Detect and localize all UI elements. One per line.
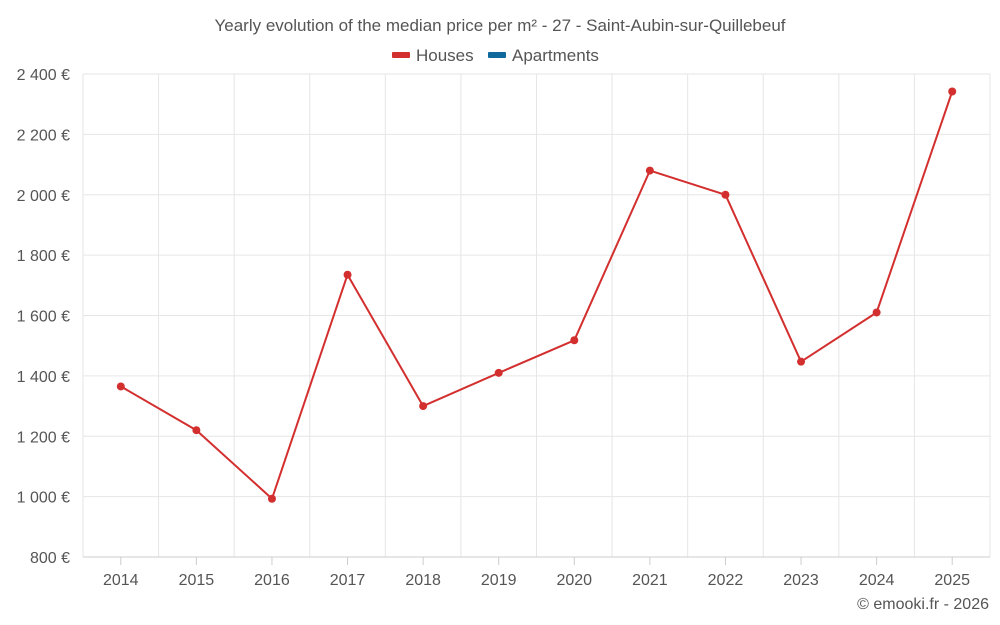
y-tick-label: 1 800 € — [17, 248, 70, 265]
data-point-houses[interactable] — [872, 308, 881, 317]
data-point-houses[interactable] — [570, 336, 579, 345]
x-tick-label: 2019 — [481, 572, 517, 589]
series-line-houses — [120, 91, 954, 500]
x-tick-label: 2025 — [934, 572, 970, 589]
chart-title: Yearly evolution of the median price per… — [214, 16, 785, 35]
data-point-houses[interactable] — [192, 426, 201, 435]
data-point-houses[interactable] — [267, 494, 276, 503]
legend: Houses Apartments — [392, 46, 599, 65]
data-point-houses[interactable] — [343, 270, 352, 279]
data-point-houses[interactable] — [116, 382, 125, 391]
x-gridlines — [82, 74, 991, 557]
y-tick-label: 1 200 € — [17, 429, 70, 446]
series-layer — [116, 87, 957, 503]
y-tick-label: 1 000 € — [17, 490, 70, 507]
legend-item-houses[interactable]: Houses — [392, 46, 474, 65]
y-tick-label: 2 000 € — [17, 188, 70, 205]
data-point-houses[interactable] — [721, 190, 730, 199]
credit-text: © emooki.fr - 2026 — [857, 596, 989, 613]
legend-item-apartments[interactable]: Apartments — [488, 46, 599, 65]
x-tick-label: 2021 — [632, 572, 668, 589]
data-point-houses[interactable] — [797, 357, 806, 366]
y-tick-label: 2 200 € — [17, 127, 70, 144]
y-tick-label: 2 400 € — [17, 67, 70, 84]
legend-swatch-houses — [392, 52, 410, 58]
data-point-houses[interactable] — [645, 166, 654, 175]
y-axis-ticks: 800 € 1 000 € 1 200 € 1 400 € 1 600 € 1 800 €… — [17, 67, 70, 567]
legend-label-houses: Houses — [416, 46, 474, 65]
x-tick-label: 2024 — [859, 572, 895, 589]
x-tick-label: 2023 — [783, 572, 819, 589]
x-tick-label: 2022 — [708, 572, 744, 589]
x-tick-label: 2014 — [103, 572, 139, 589]
x-axis-ticks: 2014 2015 2016 2017 2018 2019 2020 2021 2022 2023… — [103, 557, 970, 589]
y-tick-label: 1 600 € — [17, 309, 70, 326]
x-tick-label: 2017 — [330, 572, 366, 589]
x-tick-label: 2020 — [556, 572, 592, 589]
legend-label-apartments: Apartments — [512, 46, 599, 65]
legend-swatch-apartments — [488, 52, 506, 58]
x-tick-label: 2015 — [179, 572, 215, 589]
data-point-houses[interactable] — [948, 87, 957, 96]
data-point-houses[interactable] — [494, 368, 503, 377]
x-tick-label: 2018 — [405, 572, 441, 589]
y-tick-label: 800 € — [30, 550, 70, 567]
data-point-houses[interactable] — [419, 402, 428, 411]
x-tick-label: 2016 — [254, 572, 290, 589]
y-tick-label: 1 400 € — [17, 369, 70, 386]
